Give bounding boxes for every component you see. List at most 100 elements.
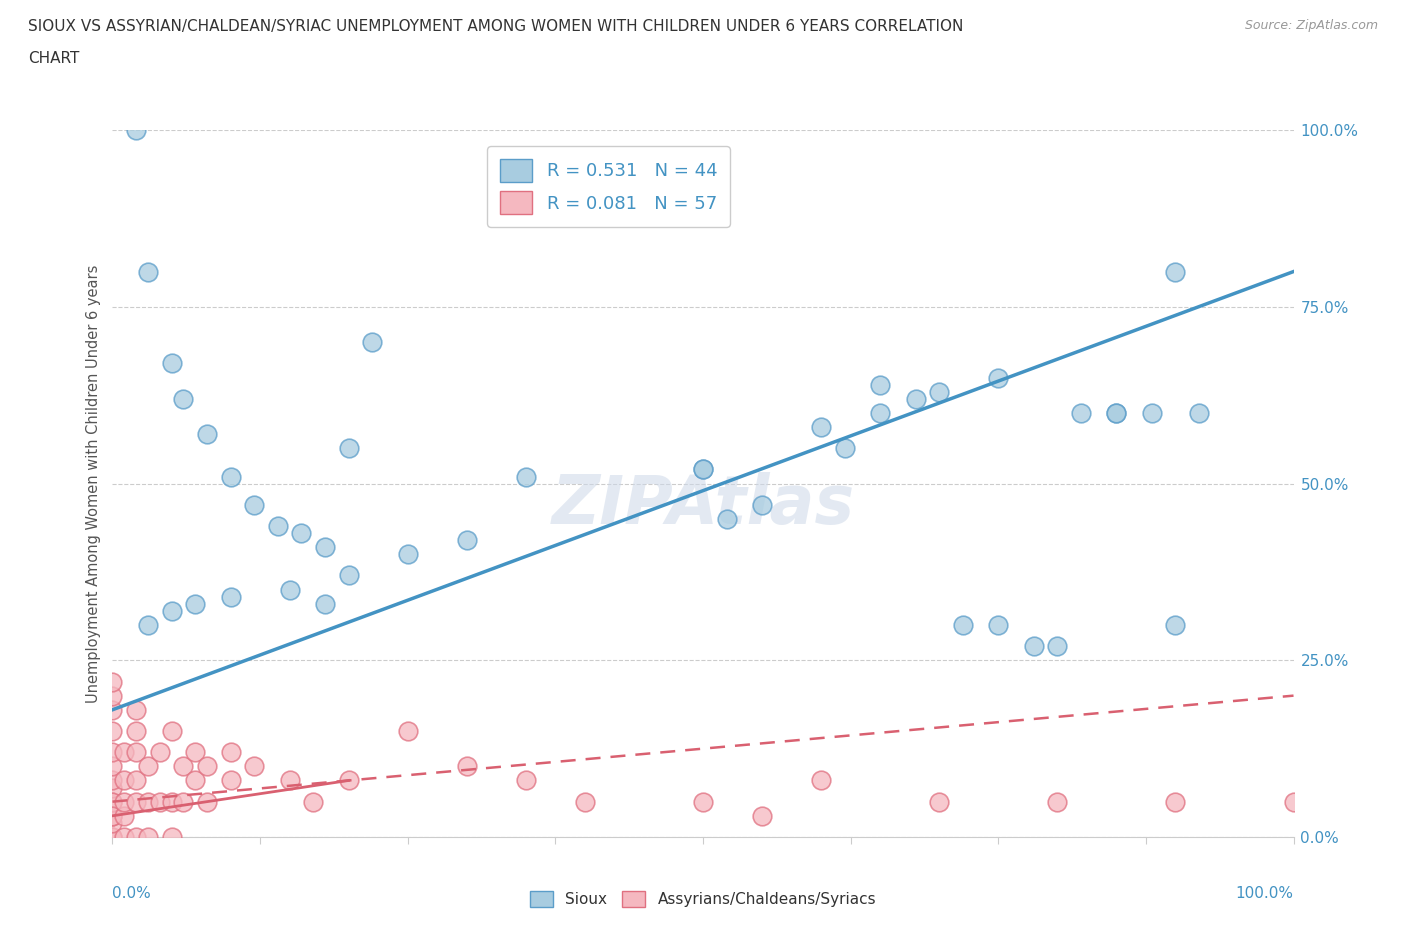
Point [184, 773, 207, 788]
Point [136, 618, 159, 632]
Point [1105, 405, 1128, 420]
Point [195, 427, 218, 442]
Point [396, 724, 419, 738]
Point [125, 830, 148, 844]
Point [160, 356, 183, 371]
Point [928, 794, 950, 809]
Point [101, 759, 124, 774]
Point [112, 830, 135, 844]
Point [112, 745, 135, 760]
Point [101, 674, 124, 689]
Point [136, 794, 159, 809]
Point [101, 702, 124, 717]
Point [278, 773, 301, 788]
Point [692, 794, 714, 809]
Point [751, 498, 773, 512]
Point [1022, 639, 1045, 654]
Point [243, 498, 266, 512]
Point [149, 745, 172, 760]
Point [219, 590, 242, 604]
Point [1188, 405, 1211, 420]
Point [219, 773, 242, 788]
Point [219, 745, 242, 760]
Point [172, 759, 194, 774]
Point [278, 582, 301, 597]
Point [834, 441, 856, 456]
Point [1070, 405, 1092, 420]
Point [101, 724, 124, 738]
Point [101, 816, 124, 830]
Point [101, 780, 124, 795]
Point [112, 773, 135, 788]
Point [751, 808, 773, 823]
Point [184, 596, 207, 611]
Point [101, 745, 124, 760]
Point [101, 808, 124, 823]
Point [195, 794, 218, 809]
Text: 100.0%: 100.0% [1236, 886, 1294, 901]
Point [337, 568, 360, 583]
Point [125, 745, 148, 760]
Point [101, 794, 124, 809]
Point [101, 808, 124, 823]
Point [1164, 794, 1187, 809]
Point [1046, 794, 1069, 809]
Point [125, 123, 148, 138]
Point [195, 759, 218, 774]
Point [515, 469, 537, 484]
Point [692, 462, 714, 477]
Point [243, 759, 266, 774]
Point [952, 618, 974, 632]
Point [172, 392, 194, 406]
Point [716, 512, 738, 526]
Text: ZIPAtlas: ZIPAtlas [551, 472, 855, 538]
Legend: R = 0.531   N = 44, R = 0.081   N = 57: R = 0.531 N = 44, R = 0.081 N = 57 [486, 146, 730, 227]
Point [112, 808, 135, 823]
Point [574, 794, 596, 809]
Point [101, 830, 124, 844]
Point [456, 759, 478, 774]
Point [125, 724, 148, 738]
Point [160, 724, 183, 738]
Point [337, 773, 360, 788]
Point [101, 773, 124, 788]
Point [1164, 264, 1187, 279]
Point [160, 794, 183, 809]
Point [314, 539, 336, 554]
Point [904, 392, 927, 406]
Point [302, 794, 325, 809]
Point [810, 419, 832, 434]
Point [184, 745, 207, 760]
Point [1105, 405, 1128, 420]
Point [125, 773, 148, 788]
Legend: Sioux, Assyrians/Chaldeans/Syriacs: Sioux, Assyrians/Chaldeans/Syriacs [524, 884, 882, 913]
Y-axis label: Unemployment Among Women with Children Under 6 years: Unemployment Among Women with Children U… [86, 264, 101, 703]
Point [219, 469, 242, 484]
Point [1140, 405, 1163, 420]
Point [136, 759, 159, 774]
Point [692, 462, 714, 477]
Point [290, 525, 312, 540]
Point [160, 830, 183, 844]
Point [101, 688, 124, 703]
Point [160, 604, 183, 618]
Point [1282, 794, 1305, 809]
Point [314, 596, 336, 611]
Point [987, 618, 1010, 632]
Point [125, 794, 148, 809]
Point [810, 773, 832, 788]
Point [1164, 618, 1187, 632]
Point [396, 547, 419, 562]
Point [149, 794, 172, 809]
Point [1046, 639, 1069, 654]
Point [987, 370, 1010, 385]
Text: CHART: CHART [28, 51, 80, 66]
Point [337, 441, 360, 456]
Point [515, 773, 537, 788]
Point [267, 519, 290, 534]
Text: Source: ZipAtlas.com: Source: ZipAtlas.com [1244, 19, 1378, 32]
Point [928, 384, 950, 399]
Point [869, 378, 891, 392]
Text: SIOUX VS ASSYRIAN/CHALDEAN/SYRIAC UNEMPLOYMENT AMONG WOMEN WITH CHILDREN UNDER 6: SIOUX VS ASSYRIAN/CHALDEAN/SYRIAC UNEMPL… [28, 19, 963, 33]
Point [136, 264, 159, 279]
